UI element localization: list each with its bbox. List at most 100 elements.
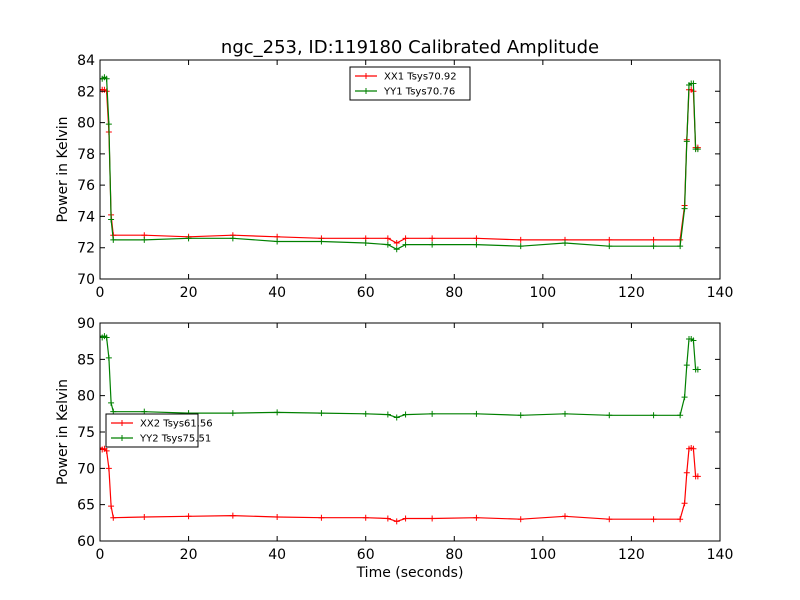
data-point <box>103 75 110 82</box>
data-point <box>362 240 369 247</box>
y-tick-label: 78 <box>77 147 95 163</box>
data-point <box>650 412 657 419</box>
data-point <box>185 513 192 520</box>
y-tick-label: 70 <box>77 272 95 288</box>
x-tick-label: 60 <box>357 285 375 301</box>
y-tick-label: 75 <box>77 425 95 441</box>
data-point <box>402 235 409 242</box>
legend-label: XX1 Tsys70.92 <box>384 72 457 83</box>
data-point <box>517 236 524 243</box>
series-line <box>100 335 698 419</box>
data-point <box>683 362 690 369</box>
y-tick-label: 74 <box>77 209 95 225</box>
data-point <box>274 514 281 521</box>
legend: XX1 Tsys70.92 YY1 Tsys70.76 <box>349 66 471 101</box>
x-tick-label: 120 <box>618 547 645 563</box>
data-point <box>318 514 325 521</box>
x-tick-label: 20 <box>180 285 198 301</box>
series-1-plot1 <box>100 86 701 247</box>
data-point <box>517 243 524 250</box>
y-tick-label: 70 <box>77 461 95 477</box>
series-1-plot2 <box>100 444 701 525</box>
y-tick-label: 90 <box>77 316 95 332</box>
y-tick-label: 85 <box>77 352 95 368</box>
data-point <box>683 469 690 476</box>
data-point <box>105 354 112 361</box>
data-point <box>650 516 657 523</box>
chart-title: ngc_253, ID:119180 Calibrated Amplitude <box>221 37 599 58</box>
data-point <box>683 138 690 145</box>
data-point <box>690 337 697 344</box>
data-point <box>473 241 480 248</box>
data-point <box>185 235 192 242</box>
data-point <box>384 411 391 418</box>
data-point <box>606 516 613 523</box>
y-tick-label: 80 <box>77 116 95 132</box>
data-point <box>362 410 369 417</box>
legend: XX2 Tsys61.56 YY2 Tsys75.51 <box>105 413 213 448</box>
data-point <box>429 515 436 522</box>
data-point <box>393 246 400 253</box>
data-point <box>229 410 236 417</box>
data-point <box>393 518 400 525</box>
data-point <box>606 412 613 419</box>
legend-entry: XX1 Tsys70.92 <box>355 72 457 83</box>
data-point <box>473 514 480 521</box>
data-point <box>229 512 236 519</box>
series-line <box>100 447 698 523</box>
x-tick-label: 120 <box>618 285 645 301</box>
data-point <box>393 414 400 421</box>
data-point <box>274 409 281 416</box>
x-tick-label: 100 <box>529 547 556 563</box>
data-point <box>141 236 148 243</box>
data-point <box>108 399 115 406</box>
y-tick-label: 80 <box>77 389 95 405</box>
data-point <box>677 412 684 419</box>
data-point <box>110 236 117 243</box>
data-point <box>694 146 701 153</box>
data-point <box>562 513 568 520</box>
series-2-plot1 <box>100 74 701 253</box>
data-point <box>393 240 400 247</box>
x-tick-label: 40 <box>268 547 286 563</box>
y-tick-label: 82 <box>77 84 95 100</box>
data-point <box>681 394 688 401</box>
x-axis-label: Time (seconds) <box>356 565 464 581</box>
data-point <box>517 412 524 419</box>
data-point <box>650 243 657 250</box>
x-tick-label: 60 <box>357 547 375 563</box>
axes-frame <box>99 59 721 280</box>
data-point <box>606 243 613 250</box>
data-point <box>429 410 436 417</box>
data-point <box>318 410 325 417</box>
x-tick-label: 80 <box>445 547 463 563</box>
x-tick-label: 40 <box>268 285 286 301</box>
data-point <box>108 503 115 510</box>
data-point <box>229 235 236 242</box>
series-line <box>100 89 698 244</box>
data-point <box>402 411 409 418</box>
x-tick-label: 80 <box>445 285 463 301</box>
data-point <box>473 235 480 242</box>
data-point <box>429 235 436 242</box>
x-tick-label: 140 <box>707 547 734 563</box>
data-point <box>105 465 112 472</box>
x-tick-label: 140 <box>707 285 734 301</box>
x-tick-label: 0 <box>96 547 105 563</box>
data-point <box>681 205 688 212</box>
data-point <box>384 515 391 522</box>
legend-label: YY2 Tsys75.51 <box>139 434 211 445</box>
y-axis-label: Power in Kelvin <box>55 116 71 222</box>
y-axis-label: Power in Kelvin <box>55 379 71 485</box>
data-point <box>108 216 115 223</box>
legend-entry: XX2 Tsys61.56 <box>111 419 213 430</box>
y-tick-label: 60 <box>77 534 95 550</box>
y-tick-label: 76 <box>77 178 95 194</box>
data-point <box>690 80 697 87</box>
data-point <box>429 241 436 248</box>
legend-label: YY1 Tsys70.76 <box>383 87 455 98</box>
data-point <box>677 516 684 523</box>
x-tick-label: 20 <box>180 547 198 563</box>
data-point <box>694 366 701 373</box>
